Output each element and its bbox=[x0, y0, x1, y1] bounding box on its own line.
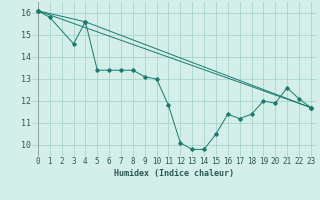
X-axis label: Humidex (Indice chaleur): Humidex (Indice chaleur) bbox=[115, 169, 234, 178]
